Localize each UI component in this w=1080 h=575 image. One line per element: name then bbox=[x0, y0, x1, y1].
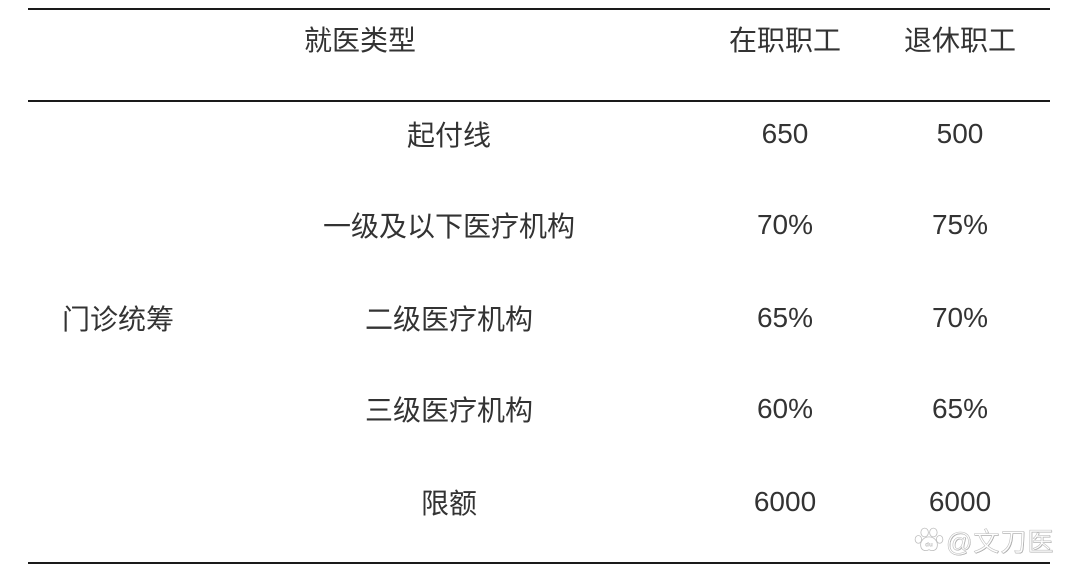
svg-text:du: du bbox=[925, 541, 933, 548]
